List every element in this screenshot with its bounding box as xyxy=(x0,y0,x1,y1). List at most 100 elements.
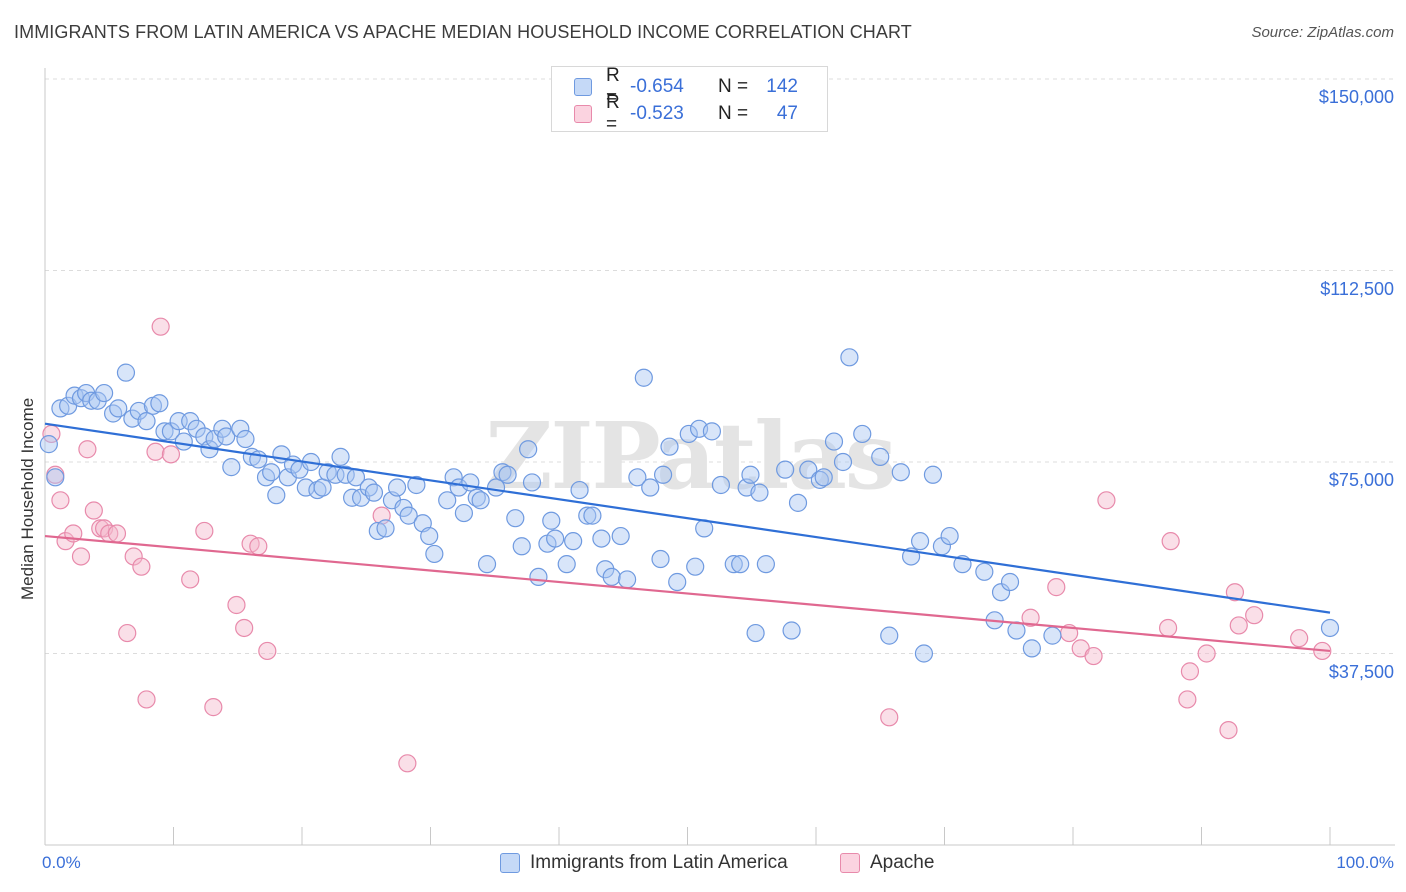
latin-america-point xyxy=(174,432,193,451)
latin-america-point xyxy=(109,399,128,418)
latin-america-point xyxy=(116,363,136,382)
latin-america-point xyxy=(724,555,743,574)
latin-america-point xyxy=(799,460,818,479)
stats-legend: R = -0.654 N = 142 R = -0.523 N = 47 xyxy=(551,65,828,135)
latin-america-point xyxy=(711,475,731,495)
latin-america-point xyxy=(618,570,637,589)
legend-swatch-pink xyxy=(574,105,592,123)
latin-america-point xyxy=(420,526,439,546)
apache-point xyxy=(227,595,246,615)
apache-point xyxy=(107,524,127,543)
latin-america-point xyxy=(522,473,542,492)
latin-america-point xyxy=(628,468,647,487)
apache-point xyxy=(161,445,181,464)
apache-point xyxy=(235,618,254,638)
latin-america-point xyxy=(651,549,670,569)
apache-point xyxy=(1161,532,1180,551)
latin-america-point xyxy=(187,419,206,438)
latin-america-point xyxy=(308,480,327,500)
y-tick-label: $150,000 xyxy=(1318,87,1394,107)
latin-america-point xyxy=(231,419,250,438)
latin-america-point xyxy=(592,529,611,548)
latin-america-point xyxy=(39,435,58,454)
apache-point xyxy=(124,547,143,566)
apache-point xyxy=(1047,578,1066,597)
apache-point xyxy=(1197,644,1216,663)
latin-america-point xyxy=(222,458,241,477)
latin-america-point xyxy=(840,348,859,367)
latin-america-point xyxy=(578,506,597,525)
source-credit: Source: ZipAtlas.com xyxy=(1251,24,1394,41)
latin-america-point xyxy=(814,468,833,487)
apache-point xyxy=(1084,646,1103,666)
latin-america-point xyxy=(782,621,801,640)
latin-america-point xyxy=(880,626,899,645)
latin-america-point xyxy=(493,463,512,482)
latin-america-point xyxy=(438,491,457,510)
latin-america-point xyxy=(519,440,538,459)
legend-label: Immigrants from Latin America xyxy=(530,852,788,873)
r-label: R = xyxy=(606,65,620,108)
apache-point xyxy=(1219,720,1238,740)
apache-point xyxy=(258,641,277,661)
latin-america-point xyxy=(923,465,943,484)
latin-america-point xyxy=(853,424,872,444)
apache-point xyxy=(78,440,97,459)
latin-america-point xyxy=(137,412,156,431)
apache-point xyxy=(71,547,91,566)
x-tick-label-min: 0.0% xyxy=(42,853,81,872)
latin-america-point xyxy=(1007,621,1026,640)
latin-america-trend-line xyxy=(44,422,1331,614)
latin-america-point xyxy=(975,562,994,581)
latin-america-point xyxy=(668,572,687,592)
n-value: 47 xyxy=(776,103,798,124)
latin-america-point xyxy=(891,463,910,482)
y-tick-label: $112,500 xyxy=(1320,278,1394,299)
latin-america-point xyxy=(387,478,407,497)
latin-america-point xyxy=(750,483,769,502)
latin-america-point xyxy=(871,447,890,466)
apache-point xyxy=(132,557,151,576)
latin-america-point xyxy=(1043,626,1062,645)
legend-item-apache[interactable]: Apache xyxy=(840,852,934,874)
latin-america-point xyxy=(364,483,384,502)
apache-point xyxy=(195,521,214,541)
apache-point xyxy=(51,491,70,510)
apache-point xyxy=(1229,616,1248,635)
r-value: -0.654 xyxy=(630,76,684,97)
latin-america-point xyxy=(914,644,934,663)
apache-point xyxy=(1245,606,1264,625)
x-tick-label-max: 100.0% xyxy=(1336,853,1394,872)
latin-america-point xyxy=(1022,639,1041,658)
axes xyxy=(44,68,1395,846)
legend-label: Apache xyxy=(870,852,935,873)
y-tick-label: $37,500 xyxy=(1328,661,1394,682)
y-axis-label: Median Household Income xyxy=(18,397,37,600)
apache-point xyxy=(146,442,165,461)
apache-point xyxy=(181,570,200,589)
latin-america-point xyxy=(471,491,490,510)
latin-america-point xyxy=(833,452,853,472)
watermark: ZIPatlas xyxy=(485,402,894,510)
latin-america-point xyxy=(129,401,148,421)
latin-america-point xyxy=(570,480,589,500)
latin-america-point xyxy=(686,557,705,576)
latin-america-point xyxy=(702,422,722,441)
latin-america-point xyxy=(506,509,525,528)
latin-america-point xyxy=(444,468,463,487)
apache-point xyxy=(151,317,170,336)
latin-america-point xyxy=(546,529,565,548)
apache-point xyxy=(204,698,223,717)
latin-america-point xyxy=(660,437,679,456)
apache-point xyxy=(1225,583,1245,602)
latin-america-point xyxy=(653,465,673,484)
n-value: 142 xyxy=(766,76,798,97)
apache-trend-line xyxy=(44,534,1331,653)
legend-item-latin-america[interactable]: Immigrants from Latin America xyxy=(500,852,788,874)
latin-america-point xyxy=(313,478,332,497)
latin-america-point xyxy=(512,537,531,556)
latin-america-point xyxy=(205,429,224,449)
latin-america-point xyxy=(1000,572,1020,592)
legend-swatch-pink xyxy=(840,853,860,873)
